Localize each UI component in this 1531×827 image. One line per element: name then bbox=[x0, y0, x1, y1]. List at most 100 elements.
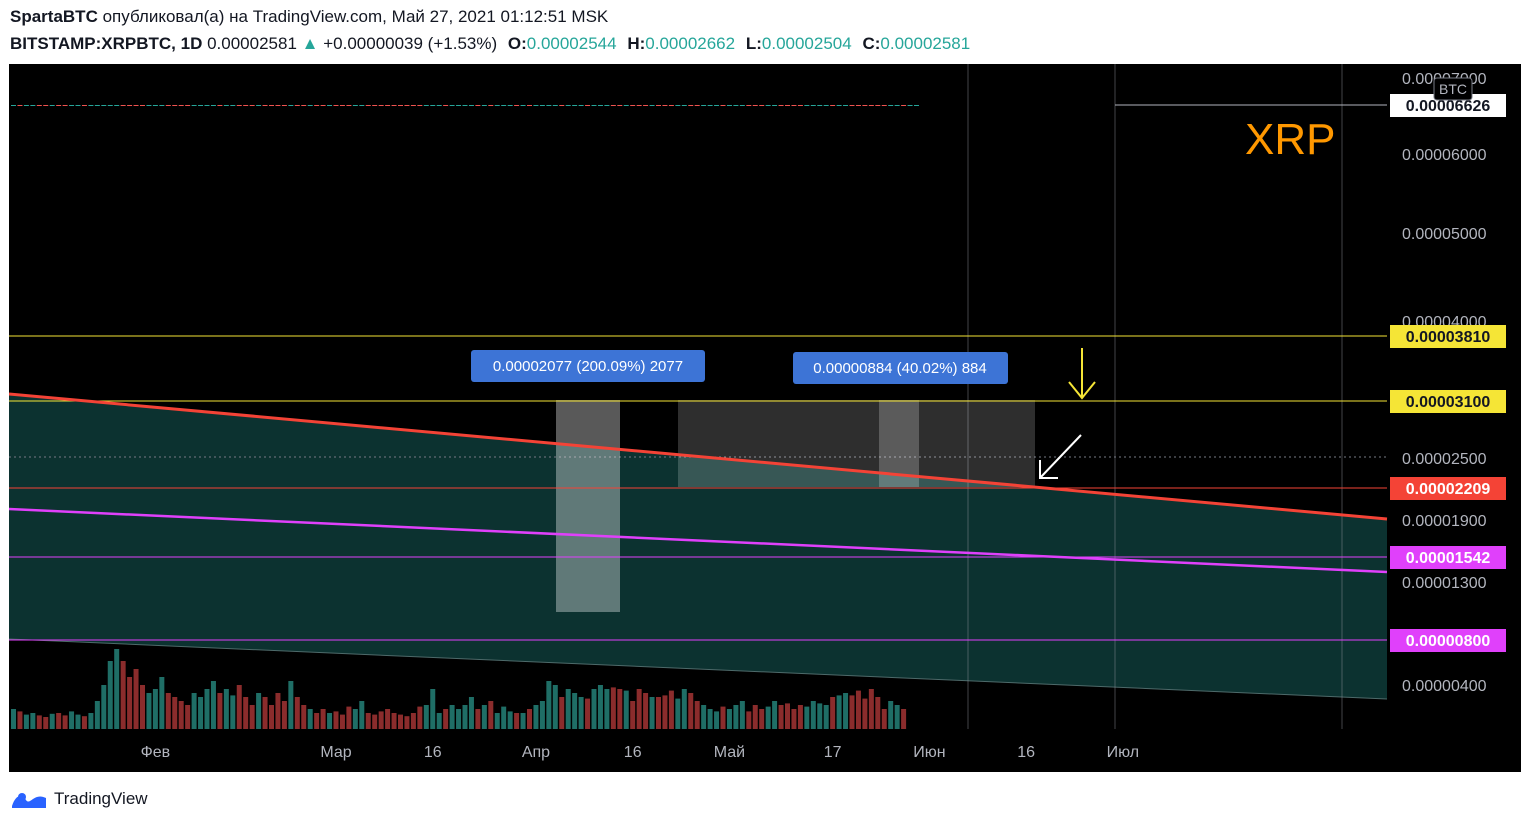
low-value: 0.00002504 bbox=[761, 34, 852, 53]
tradingview-logo-icon bbox=[12, 793, 46, 808]
x-tick-label: Фев bbox=[141, 744, 171, 761]
volume-bar bbox=[862, 698, 868, 729]
volume-bar bbox=[152, 689, 158, 729]
volume-bar bbox=[236, 685, 242, 729]
x-tick-label: Апр bbox=[522, 744, 550, 761]
last-price: 0.00002581 bbox=[207, 34, 297, 53]
candle-body bbox=[843, 105, 849, 106]
volume-bar bbox=[281, 701, 287, 729]
currency-badge[interactable] bbox=[1433, 77, 1473, 101]
candle-body bbox=[172, 105, 178, 106]
volume-bar bbox=[810, 701, 816, 729]
x-tick-label: 16 bbox=[1017, 744, 1035, 761]
volume-bar bbox=[759, 709, 765, 729]
price-label-badge bbox=[1390, 477, 1506, 500]
candle-body bbox=[159, 105, 165, 106]
candle-body bbox=[817, 105, 823, 106]
candle-body bbox=[797, 105, 803, 106]
low-label: L: bbox=[745, 34, 762, 53]
volume-bar bbox=[417, 706, 423, 729]
volume-bar bbox=[333, 711, 339, 729]
candle-body bbox=[217, 105, 223, 106]
tradingview-footer[interactable]: TradingView bbox=[10, 788, 148, 810]
volume-bar bbox=[468, 697, 474, 729]
price-label-badge bbox=[1390, 390, 1506, 413]
volume-bar bbox=[875, 697, 881, 729]
volume-bar bbox=[294, 697, 300, 729]
volume-bar bbox=[804, 706, 810, 729]
volume-bar bbox=[888, 701, 894, 729]
volume-bar bbox=[733, 705, 739, 729]
candle-body bbox=[140, 105, 145, 106]
volume-bar bbox=[423, 705, 429, 729]
candle-body bbox=[127, 105, 133, 106]
candle-body bbox=[739, 105, 745, 106]
candle-body bbox=[456, 105, 462, 106]
candle-body bbox=[43, 105, 49, 106]
x-tick-label: 16 bbox=[624, 744, 642, 761]
volume-bar bbox=[339, 714, 345, 729]
candle-body bbox=[694, 105, 700, 106]
open-value: 0.00002544 bbox=[526, 34, 617, 53]
candle-body bbox=[191, 105, 197, 106]
volume-bar bbox=[262, 697, 268, 729]
volume-bar bbox=[578, 697, 584, 729]
volume-bar bbox=[585, 698, 591, 729]
candle-body bbox=[649, 105, 655, 106]
volume-bar bbox=[456, 709, 462, 729]
volume-bar bbox=[630, 701, 636, 729]
candle-body bbox=[314, 105, 320, 106]
symbol-label: BITSTAMP:XRPBTC, 1D bbox=[10, 34, 203, 53]
candle-body bbox=[772, 105, 778, 106]
candle-body bbox=[36, 105, 42, 106]
x-tick-label: 16 bbox=[424, 744, 442, 761]
candle-body bbox=[333, 105, 339, 106]
volume-bar bbox=[301, 705, 307, 729]
price-chart[interactable]: 0.00002077 (200.09%) 2077 0.00000884 (40.… bbox=[9, 64, 1521, 772]
volume-bar bbox=[746, 711, 752, 729]
volume-bar bbox=[720, 706, 726, 729]
candle-body bbox=[752, 105, 758, 106]
volume-bar bbox=[623, 690, 629, 729]
candle-body bbox=[720, 105, 726, 106]
publish-header: SpartaBTC опубликовал(а) на TradingView.… bbox=[10, 7, 608, 27]
candle-body bbox=[688, 105, 694, 106]
volume-bar bbox=[707, 709, 713, 729]
volume-bar bbox=[243, 697, 249, 729]
volume-bar bbox=[62, 715, 68, 729]
candle-body bbox=[243, 105, 249, 106]
volume-bar bbox=[565, 689, 571, 729]
volume-bar bbox=[656, 697, 661, 729]
volume-bar bbox=[675, 698, 681, 729]
volume-bar bbox=[269, 705, 274, 729]
candle-body bbox=[62, 105, 68, 106]
author-name[interactable]: SpartaBTC bbox=[10, 7, 98, 26]
candle-body bbox=[830, 105, 836, 106]
candle-body bbox=[888, 105, 894, 106]
price-label-badge bbox=[1390, 325, 1506, 348]
volume-bar bbox=[785, 703, 790, 729]
candle-body bbox=[398, 105, 403, 106]
candle-body bbox=[701, 105, 707, 106]
volume-bar bbox=[352, 709, 358, 729]
candle-body bbox=[533, 105, 539, 106]
volume-bar bbox=[714, 711, 720, 729]
volume-bar bbox=[56, 713, 62, 729]
candle-body bbox=[778, 105, 784, 106]
x-tick-label: Мар bbox=[320, 744, 351, 761]
candle-body bbox=[152, 105, 158, 106]
y-tick-label: 0.00001900 bbox=[1402, 513, 1487, 530]
volume-bar bbox=[107, 661, 113, 729]
price-change: +0.00000039 (+1.53%) bbox=[323, 34, 498, 53]
volume-bar bbox=[275, 693, 281, 729]
volume-bar bbox=[391, 713, 397, 729]
candle-body bbox=[462, 105, 468, 106]
price-label-text: 0.00000800 bbox=[1406, 633, 1491, 650]
candle-body bbox=[656, 105, 661, 106]
candle-body bbox=[23, 105, 29, 106]
candle-body bbox=[30, 105, 36, 106]
price-label-badge bbox=[1390, 546, 1506, 569]
volume-bar bbox=[198, 697, 204, 729]
candle-body bbox=[404, 105, 410, 106]
volume-bar bbox=[527, 709, 532, 729]
